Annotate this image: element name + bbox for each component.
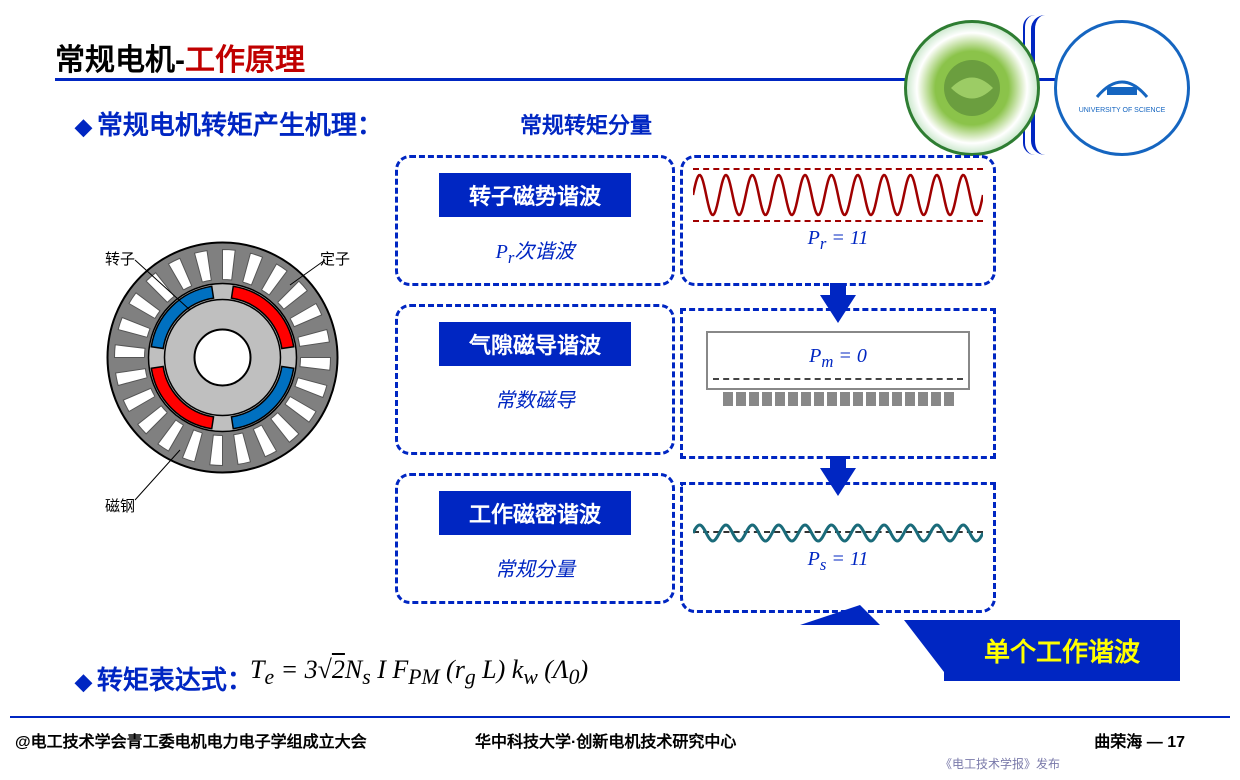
label-steel: 磁钢: [105, 495, 135, 516]
box-airgap-perm: 气隙磁导谐波 常数磁导: [395, 304, 675, 455]
panel-pr: Pr = 11: [680, 155, 996, 286]
publisher-note: 《电工技术学报》发布: [940, 755, 1060, 772]
title-part2: 工作原理: [185, 44, 305, 77]
footer-rule: [10, 716, 1230, 718]
section2-heading: ◆转矩表达式：: [75, 660, 253, 697]
wave-pr: [693, 168, 983, 222]
panel-pm: Pm = 0: [680, 308, 996, 459]
eq-pm: Pm = 0: [708, 345, 968, 372]
logo-society-icon: [904, 20, 1040, 156]
torque-formula: Te = 3√2Ns I FPM (rg L) kw (Λ0): [250, 655, 588, 690]
slide-title: 常规电机-工作原理: [55, 35, 305, 79]
box1-sub: Pr次谐波: [408, 235, 662, 268]
callout-box: 单个工作谐波: [944, 620, 1180, 681]
footer-left: @电工技术学会青工委电机电力电子学组成立大会: [15, 728, 367, 752]
box3-title: 工作磁密谐波: [439, 491, 631, 535]
footer-right: 曲荣海 — 17: [1094, 728, 1185, 752]
callout-pointer: [800, 605, 880, 625]
column-heading: 常规转矩分量: [520, 108, 652, 140]
label-stator: 定子: [320, 248, 350, 269]
box3-sub: 常规分量: [408, 553, 662, 582]
logo-hust-icon: UNIVERSITY OF SCIENCE: [1054, 20, 1190, 156]
section1-text: 常规电机转矩产生机理：: [97, 110, 383, 140]
footer-mid: 华中科技大学·创新电机技术研究中心: [475, 728, 736, 752]
wave-ps: [693, 513, 983, 553]
panel-ps: Ps = 11: [680, 482, 996, 613]
section2-text: 转矩表达式：: [97, 665, 253, 695]
eq-ps: Ps = 11: [683, 548, 993, 575]
harmonic-boxes: 转子磁势谐波 Pr次谐波 气隙磁导谐波 常数磁导 工作磁密谐波 常规分量: [395, 155, 675, 622]
section1-heading: ◆常规电机转矩产生机理：: [75, 105, 383, 142]
title-part1: 常规电机-: [55, 44, 185, 77]
box1-title: 转子磁势谐波: [439, 173, 631, 217]
motor-diagram: [100, 235, 345, 480]
box2-title: 气隙磁导谐波: [439, 322, 631, 366]
label-rotor: 转子: [105, 248, 135, 269]
box-flux-density: 工作磁密谐波 常规分量: [395, 473, 675, 604]
stator-teeth-icon: [708, 392, 968, 406]
box2-sub: 常数磁导: [408, 384, 662, 413]
eq-pr: Pr = 11: [683, 227, 993, 254]
permeance-box: Pm = 0: [706, 331, 970, 390]
box-rotor-mmf: 转子磁势谐波 Pr次谐波: [395, 155, 675, 286]
